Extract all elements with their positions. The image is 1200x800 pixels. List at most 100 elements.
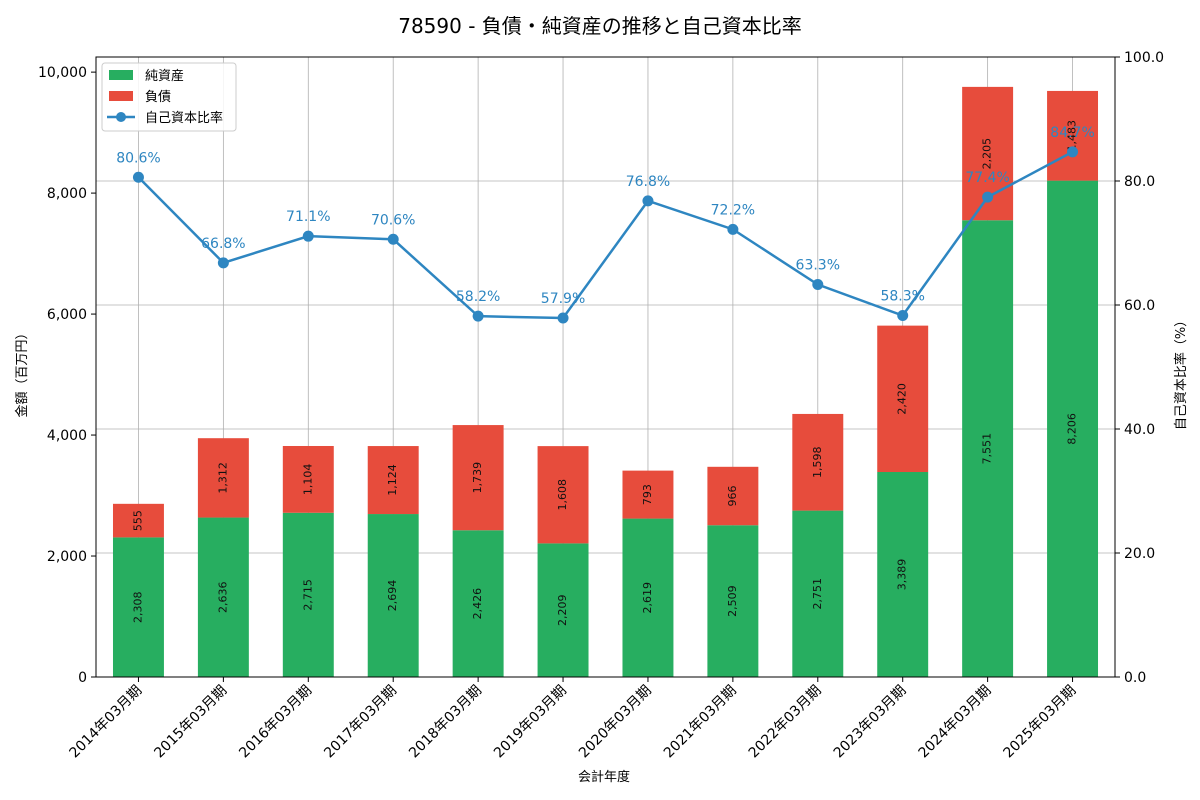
legend-swatch-net-assets [109,70,133,80]
ratio-label: 71.1% [286,209,330,225]
bar-label-net-assets: 2,694 [386,580,399,612]
x-tick-label: 2024年03月期 [916,683,995,762]
bar-label-liabilities: 1,312 [216,462,229,494]
bar-label-liabilities: 1,483 [1066,120,1079,152]
chart-title: 78590 - 負債・純資産の推移と自己資本比率 [398,14,802,38]
ratio-label: 57.9% [541,291,585,307]
ratio-label: 77.4% [965,170,1009,186]
ratio-label: 63.3% [796,258,840,274]
x-axis-ticks: 2014年03月期 2015年03月期 2016年03月期 2017年03月期 2018… [66,677,1079,761]
y-tick-label: 10,000 [38,65,87,81]
y-tick-label: 6,000 [47,307,87,323]
bar-label-net-assets: 2,751 [811,578,824,610]
ratio-label: 70.6% [371,212,415,228]
x-tick-label: 2020年03月期 [576,683,655,762]
bar-label-liabilities: 1,104 [301,464,314,496]
bar-label-liabilities: 555 [131,510,144,531]
y-tick-label: 0 [78,670,87,686]
bar-liabilities [877,325,929,473]
plot-frame [95,56,1116,678]
bar-liabilities [197,438,249,518]
ratio-line-layer: 80.6% 66.8% 71.1% 70.6% 58.2% 57.9% 76.8% 72.2%… [116,125,1095,324]
y-axis-label: 金額（百万円） [14,326,30,417]
x-tick-label: 2017年03月期 [321,683,400,762]
x-tick-label: 2025年03月期 [1001,683,1080,762]
bar-net-assets [792,510,844,677]
bar-label-liabilities: 966 [726,486,739,507]
bar-liabilities [707,466,759,526]
bar-label-liabilities: 1,124 [386,464,399,496]
ratio-point [302,230,314,242]
ratio-label: 72.2% [711,202,755,218]
bar-net-assets [452,530,504,677]
ratio-line [137,150,1074,320]
bar-liabilities [282,445,334,513]
legend-frame [101,62,237,132]
bar-net-assets [877,472,929,677]
y-axis-ticks: 0 2,000 4,000 6,000 8,000 10,000 [38,65,96,686]
bar-label-net-assets: 2,426 [471,588,484,620]
bar-liabilities [367,446,419,515]
ratio-point [557,312,569,324]
x-tick-label: 2018年03月期 [406,683,485,762]
y2-tick-label: 80.0 [1124,174,1155,190]
bar-net-assets [707,525,759,677]
bar-net-assets [962,220,1014,677]
bar-net-assets [197,517,249,677]
bar-label-liabilities: 1,739 [471,462,484,494]
bar-label-liabilities: 2,420 [896,383,909,415]
legend-label-net-assets: 純資産 [145,68,184,84]
ratio-label: 80.6% [116,150,160,166]
ratio-point [642,195,654,207]
bar-label-liabilities: 1,598 [811,447,824,479]
bar-label-net-assets: 3,389 [896,559,909,591]
bar-label-net-assets: 2,509 [726,585,739,617]
bar-liabilities [622,470,674,519]
ratio-point [387,233,399,245]
y-tick-label: 4,000 [47,428,87,444]
ratio-label: 58.2% [456,289,500,305]
x-tick-label: 2019年03月期 [491,683,570,762]
ratio-label: 76.8% [626,174,670,190]
bar-net-assets [537,543,589,677]
bar-liabilities [1047,90,1099,181]
x-tick-label: 2022年03月期 [746,683,825,762]
bar-net-assets [282,512,334,677]
y2-axis-label: 自己資本比率（%） [1173,314,1189,430]
y2-axis-ticks: 0.0 20.0 40.0 60.0 80.0 100.0 [1115,50,1164,686]
bar-label-net-assets: 2,308 [131,591,144,623]
legend: 純資産 負債 自己資本比率 [101,62,237,132]
x-axis-label: 会計年度 [578,769,630,785]
bar-liabilities [452,425,504,531]
ratio-point [132,171,144,183]
bars [112,86,1099,677]
y2-tick-label: 60.0 [1124,298,1155,314]
ratio-label: 66.8% [201,236,245,252]
bar-labels: 2,308 555 2,636 1,312 2,715 1,104 2,694 1,124 2,… [131,120,1078,626]
ratio-point [217,257,229,269]
ratio-point [727,223,739,235]
ratio-point [897,310,909,322]
bar-label-net-assets: 7,551 [981,433,994,465]
ratio-point [982,191,994,203]
legend-swatch-ratio-marker [116,112,126,122]
y-tick-label: 8,000 [47,186,87,202]
legend-swatch-liabilities [109,91,133,101]
x-tick-label: 2023年03月期 [831,683,910,762]
legend-label-ratio: 自己資本比率 [145,110,223,126]
x-tick-label: 2016年03月期 [236,683,315,762]
bar-label-net-assets: 2,619 [641,582,654,614]
bar-label-net-assets: 2,715 [301,579,314,611]
bar-net-assets [112,537,164,677]
bar-net-assets [1047,180,1099,677]
bar-label-liabilities: 2,205 [981,138,994,170]
bar-net-assets [367,514,419,677]
bar-label-net-assets: 2,209 [556,594,569,626]
bar-label-net-assets: 8,206 [1066,413,1079,445]
ratio-label: 58.3% [880,289,924,305]
bar-liabilities [112,503,164,538]
x-tick-label: 2015年03月期 [151,683,230,762]
bar-label-liabilities: 1,608 [556,479,569,511]
ratio-point [1067,146,1079,158]
